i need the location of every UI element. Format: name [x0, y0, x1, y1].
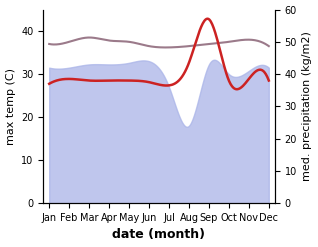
Y-axis label: med. precipitation (kg/m2): med. precipitation (kg/m2) — [302, 31, 313, 181]
X-axis label: date (month): date (month) — [113, 228, 205, 242]
Y-axis label: max temp (C): max temp (C) — [5, 68, 16, 145]
